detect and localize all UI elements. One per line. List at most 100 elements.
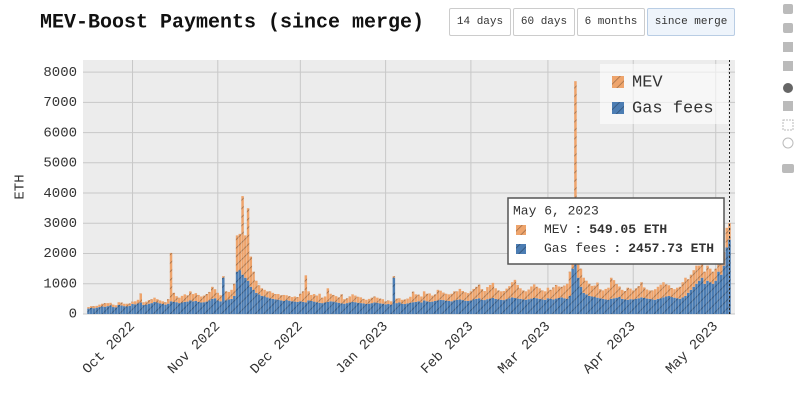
x-tick-label: Feb 2023: [418, 319, 477, 378]
bar-segment: [340, 303, 343, 314]
bar-segment: [505, 288, 508, 300]
bar-segment: [290, 297, 294, 302]
pan-icon[interactable]: [783, 101, 793, 111]
bar-segment: [552, 299, 555, 314]
bar-segment: [604, 299, 607, 314]
bar-segment: [224, 300, 228, 314]
bar-segment: [310, 300, 313, 314]
bar-segment: [389, 304, 393, 314]
bar-segment: [692, 270, 695, 287]
bar-segment: [194, 300, 198, 314]
bar-segment: [626, 299, 629, 314]
bar-segment: [615, 297, 618, 314]
bar-segment: [703, 283, 706, 314]
bar-segment: [651, 290, 654, 300]
bar-segment: [241, 196, 244, 275]
bar-segment: [579, 268, 583, 287]
bar-segment: [464, 300, 467, 314]
bar-segment: [156, 302, 159, 314]
bar-segment: [645, 298, 649, 314]
bar-segment: [334, 302, 338, 314]
bar-segment: [722, 265, 726, 314]
bar-segment: [213, 298, 217, 314]
bar-segment: [87, 307, 90, 309]
bar-segment: [447, 300, 451, 314]
bar-segment: [164, 302, 167, 305]
bar-segment: [189, 291, 192, 301]
box-select-icon[interactable]: [782, 119, 794, 131]
bar-segment: [442, 292, 445, 301]
bar-segment: [549, 289, 552, 299]
bar-segment: [180, 302, 184, 314]
y-axis-label: ETH: [13, 174, 29, 199]
bar-segment: [609, 298, 613, 314]
bar-segment: [180, 295, 184, 303]
bar-segment: [620, 289, 624, 299]
bar-segment: [290, 301, 294, 314]
bar-segment: [502, 291, 506, 301]
bar-segment: [378, 298, 382, 304]
bar-segment: [475, 286, 478, 299]
y-tick-label: 2000: [43, 246, 77, 262]
bar-segment: [274, 294, 277, 300]
bar-segment: [211, 286, 214, 299]
bar-segment: [293, 296, 297, 302]
bar-segment: [675, 298, 679, 314]
home-icon[interactable]: [783, 61, 793, 71]
bar-segment: [343, 303, 346, 314]
bar-segment: [271, 292, 275, 299]
range-button[interactable]: 14 days: [449, 8, 511, 36]
bar-segment: [279, 300, 283, 314]
bar-segment: [282, 294, 286, 301]
bar-segment: [296, 297, 299, 302]
bar-segment: [370, 297, 374, 304]
bar-segment: [717, 271, 720, 314]
bar-segment: [472, 299, 475, 314]
bar-segment: [711, 283, 715, 314]
bar-segment: [183, 301, 187, 314]
bar-segment: [296, 301, 299, 314]
bar-segment: [395, 298, 398, 304]
bar-segment: [477, 298, 481, 314]
bar-segment: [312, 294, 316, 302]
bar-segment: [158, 303, 162, 314]
bar-segment: [527, 289, 530, 300]
range-button[interactable]: 6 months: [577, 8, 645, 36]
bar-segment: [139, 293, 143, 303]
bar-segment: [568, 295, 572, 314]
bar-segment: [343, 299, 346, 304]
zoom-icon[interactable]: [783, 83, 793, 93]
bar-segment: [117, 302, 121, 305]
range-button[interactable]: 60 days: [513, 8, 575, 36]
autoscale-icon[interactable]: [783, 42, 793, 52]
bar-segment: [697, 265, 701, 281]
bar-segment: [257, 294, 261, 314]
bar-segment: [268, 291, 272, 299]
bar-segment: [304, 275, 308, 303]
bar-segment: [178, 303, 181, 314]
tooltip-swatch: [516, 225, 526, 235]
bar-segment: [373, 296, 376, 303]
bar-segment: [700, 264, 704, 278]
bar-segment: [576, 277, 580, 314]
bar-segment: [640, 297, 643, 314]
bar-segment: [711, 271, 715, 284]
bar-segment: [279, 295, 283, 301]
lasso-icon[interactable]: [782, 137, 794, 149]
zoom-in-icon[interactable]: [783, 4, 793, 14]
bar-segment: [444, 293, 448, 301]
zoom-out-icon[interactable]: [783, 23, 793, 33]
bar-segment: [659, 284, 662, 299]
bar-segment: [197, 294, 200, 302]
bar-segment: [601, 290, 605, 299]
bar-segment: [227, 299, 231, 314]
bar-segment: [695, 283, 698, 314]
bar-segment: [431, 295, 434, 302]
bar-segment: [387, 300, 390, 305]
bar-segment: [436, 300, 440, 314]
modebar[interactable]: [782, 4, 794, 173]
bar-segment: [389, 301, 393, 305]
range-button[interactable]: since merge: [647, 8, 735, 36]
camera-icon[interactable]: [782, 164, 794, 173]
